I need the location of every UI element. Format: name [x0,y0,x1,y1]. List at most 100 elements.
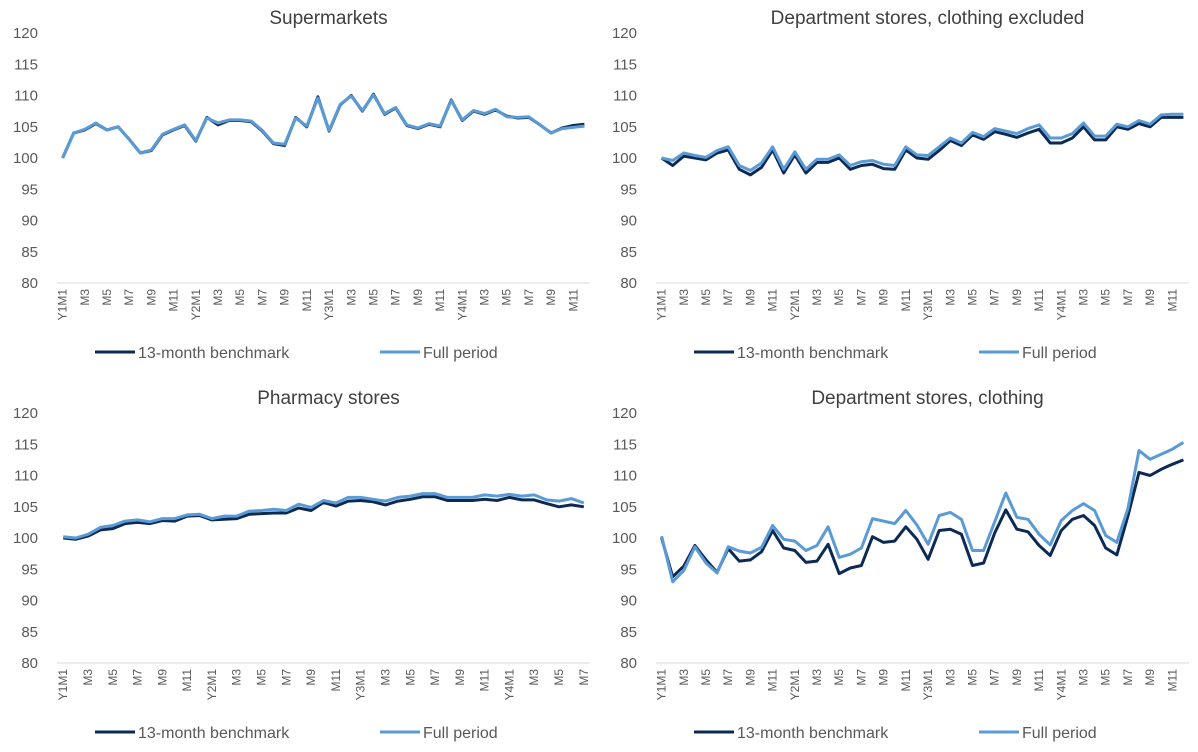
x-tick-label: M11 [1032,669,1046,692]
series-line [660,441,1185,584]
x-tick-label: M7 [279,669,293,686]
x-tick-label: M3 [211,289,225,306]
x-tick-label: M3 [478,289,492,306]
x-tick-label: Y2M1 [189,289,203,321]
y-tick-label: 90 [620,593,637,610]
y-tick-label: 115 [14,436,38,453]
x-tick-label: M7 [255,289,269,306]
x-tick-label: Y3M1 [921,289,935,321]
y-tick-label: 105 [13,499,38,516]
y-tick-label: 115 [14,56,38,73]
y-tick-label: 85 [620,244,637,261]
x-tick-label: M5 [965,289,979,306]
y-tick-label: 95 [21,561,38,578]
x-tick-label: M7 [131,669,145,686]
x-tick-label: M9 [1143,289,1157,306]
legend-label: 13-month benchmark [737,345,889,362]
chart-panel: Department stores, clothing 80 85 90 95 100 10… [612,388,1189,742]
x-tick-label: M7 [428,669,442,686]
x-tick-label: M3 [527,669,541,686]
y-tick-label: 100 [612,150,637,167]
x-tick-label: M7 [522,289,536,306]
x-tick-label: M11 [766,669,780,692]
x-tick-label: M5 [832,289,846,306]
x-tick-label: M3 [810,289,824,306]
x-tick-label: M7 [1121,669,1135,686]
x-tick-label: M9 [743,669,757,686]
x-tick-label: M5 [233,289,247,306]
x-tick-label: M11 [899,669,913,692]
series-line [63,495,585,541]
chart-title: Supermarkets [269,8,387,29]
y-tick-label: 95 [21,181,38,198]
x-tick-label: M11 [1165,669,1179,692]
y-tick-label: 120 [612,405,637,422]
x-tick-label: M3 [677,669,691,686]
x-tick-label: M11 [899,289,913,312]
y-tick-label: 95 [620,561,637,578]
x-tick-label: M7 [988,669,1002,686]
y-tick-label: 105 [612,119,637,136]
x-tick-label: M7 [389,289,403,306]
x-tick-label: M7 [988,289,1002,306]
x-tick-label: M5 [366,289,380,306]
series-line [661,112,1184,172]
x-tick-label: Y2M1 [788,669,802,701]
y-tick-label: 80 [21,275,38,292]
x-tick-label: M11 [1165,289,1179,312]
x-tick-label: Y2M1 [205,669,219,701]
y-tick-label: 85 [21,624,38,641]
x-tick-label: M3 [378,669,392,686]
x-tick-label: Y1M1 [655,289,669,321]
x-tick-label: M5 [106,669,120,686]
x-tick-label: M5 [965,669,979,686]
x-tick-label: M9 [1010,669,1024,686]
y-tick-label: 115 [613,436,637,453]
x-tick-label: Y4M1 [502,669,516,701]
y-tick-label: 120 [13,405,38,422]
series-line [660,458,1184,579]
legend-label: Full period [1022,345,1097,362]
chart-title: Department stores, clothing excluded [771,8,1085,29]
x-tick-label: M9 [411,289,425,306]
x-tick-label: M7 [122,289,136,306]
y-tick-label: 120 [13,25,38,42]
x-tick-label: M3 [78,289,92,306]
x-tick-label: M9 [877,669,891,686]
series-line [63,492,585,540]
y-tick-label: 100 [13,150,38,167]
series-line [61,92,585,159]
legend-label: Full period [423,345,498,362]
x-tick-label: M9 [1143,669,1157,686]
x-tick-label: M5 [552,669,566,686]
x-tick-label: M9 [743,289,757,306]
x-tick-label: M5 [403,669,417,686]
y-tick-label: 100 [13,530,38,547]
x-tick-label: M11 [566,289,580,312]
y-tick-label: 110 [14,468,38,485]
x-tick-label: M5 [1099,289,1113,306]
x-tick-label: Y4M1 [1054,289,1068,321]
x-tick-label: M3 [81,669,95,686]
x-tick-label: M7 [721,669,735,686]
x-tick-label: Y1M1 [56,669,70,701]
y-tick-label: 90 [620,213,637,230]
x-tick-label: M9 [1010,289,1024,306]
legend-label: 13-month benchmark [737,725,889,742]
x-tick-label: M3 [677,289,691,306]
x-tick-label: M5 [832,669,846,686]
chart-panel: Department stores, clothing excluded 80 85… [612,8,1189,362]
x-tick-label: M9 [877,289,891,306]
x-tick-label: M5 [500,289,514,306]
x-tick-label: M3 [344,289,358,306]
x-tick-label: Y4M1 [1054,669,1068,701]
x-tick-label: M7 [577,669,591,686]
y-tick-label: 90 [21,593,38,610]
x-tick-label: M3 [943,669,957,686]
x-tick-label: M11 [180,669,194,692]
y-tick-label: 85 [620,624,637,641]
y-tick-label: 95 [620,181,637,198]
x-tick-label: M3 [1077,669,1091,686]
legend-label: Full period [1022,725,1097,742]
